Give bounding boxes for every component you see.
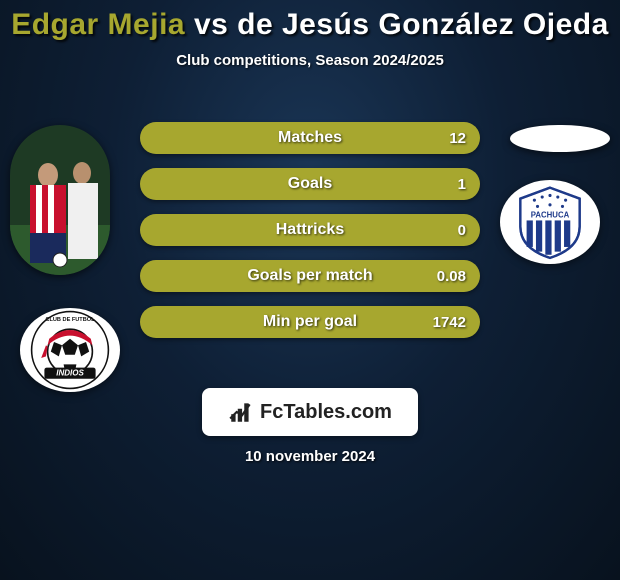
- club-logo-left: CLUB DE FUTBOL INDIOS: [20, 308, 120, 392]
- bar-goals-label: Goals: [194, 175, 426, 193]
- stat-bars: Matches 12 Goals 1 Hattricks 0 Goals per…: [140, 122, 480, 352]
- bar-gpm-label: Goals per match: [194, 267, 426, 285]
- bar-hattricks-label: Hattricks: [194, 221, 426, 239]
- player2-photo-placeholder: [510, 125, 610, 152]
- title-vs: vs: [194, 8, 228, 41]
- footer-logo: FcTables.com: [202, 388, 418, 436]
- svg-text:CLUB DE FUTBOL: CLUB DE FUTBOL: [45, 317, 95, 323]
- footer-date: 10 november 2024: [0, 448, 620, 465]
- title-player2: de Jesús González Ojeda: [237, 8, 609, 41]
- bar-matches-right: 12: [426, 130, 480, 147]
- footer-site: FcTables.com: [260, 401, 392, 424]
- bar-mpg: Min per goal 1742: [140, 306, 480, 338]
- bar-hattricks-right: 0: [426, 222, 480, 239]
- page-title: Edgar Mejia vs de Jesús González Ojeda: [0, 0, 620, 42]
- svg-text:INDIOS: INDIOS: [56, 369, 84, 378]
- bar-goals-right: 1: [426, 176, 480, 193]
- svg-text:PACHUCA: PACHUCA: [531, 210, 570, 219]
- pachuca-logo-svg: PACHUCA: [508, 183, 592, 261]
- chart-icon: [228, 399, 254, 425]
- bar-mpg-label: Min per goal: [194, 313, 426, 331]
- subtitle: Club competitions, Season 2024/2025: [0, 52, 620, 69]
- player1-photo: [10, 125, 110, 275]
- bar-mpg-right: 1742: [426, 314, 480, 331]
- bar-hattricks: Hattricks 0: [140, 214, 480, 246]
- bar-matches: Matches 12: [140, 122, 480, 154]
- bar-matches-label: Matches: [194, 129, 426, 147]
- bar-goals: Goals 1: [140, 168, 480, 200]
- indios-logo-svg: CLUB DE FUTBOL INDIOS: [25, 310, 115, 390]
- club-logo-right: PACHUCA: [500, 180, 600, 264]
- bar-gpm: Goals per match 0.08: [140, 260, 480, 292]
- title-player1: Edgar Mejia: [11, 8, 185, 41]
- player1-photo-svg: [10, 125, 110, 275]
- bar-gpm-right: 0.08: [426, 268, 480, 285]
